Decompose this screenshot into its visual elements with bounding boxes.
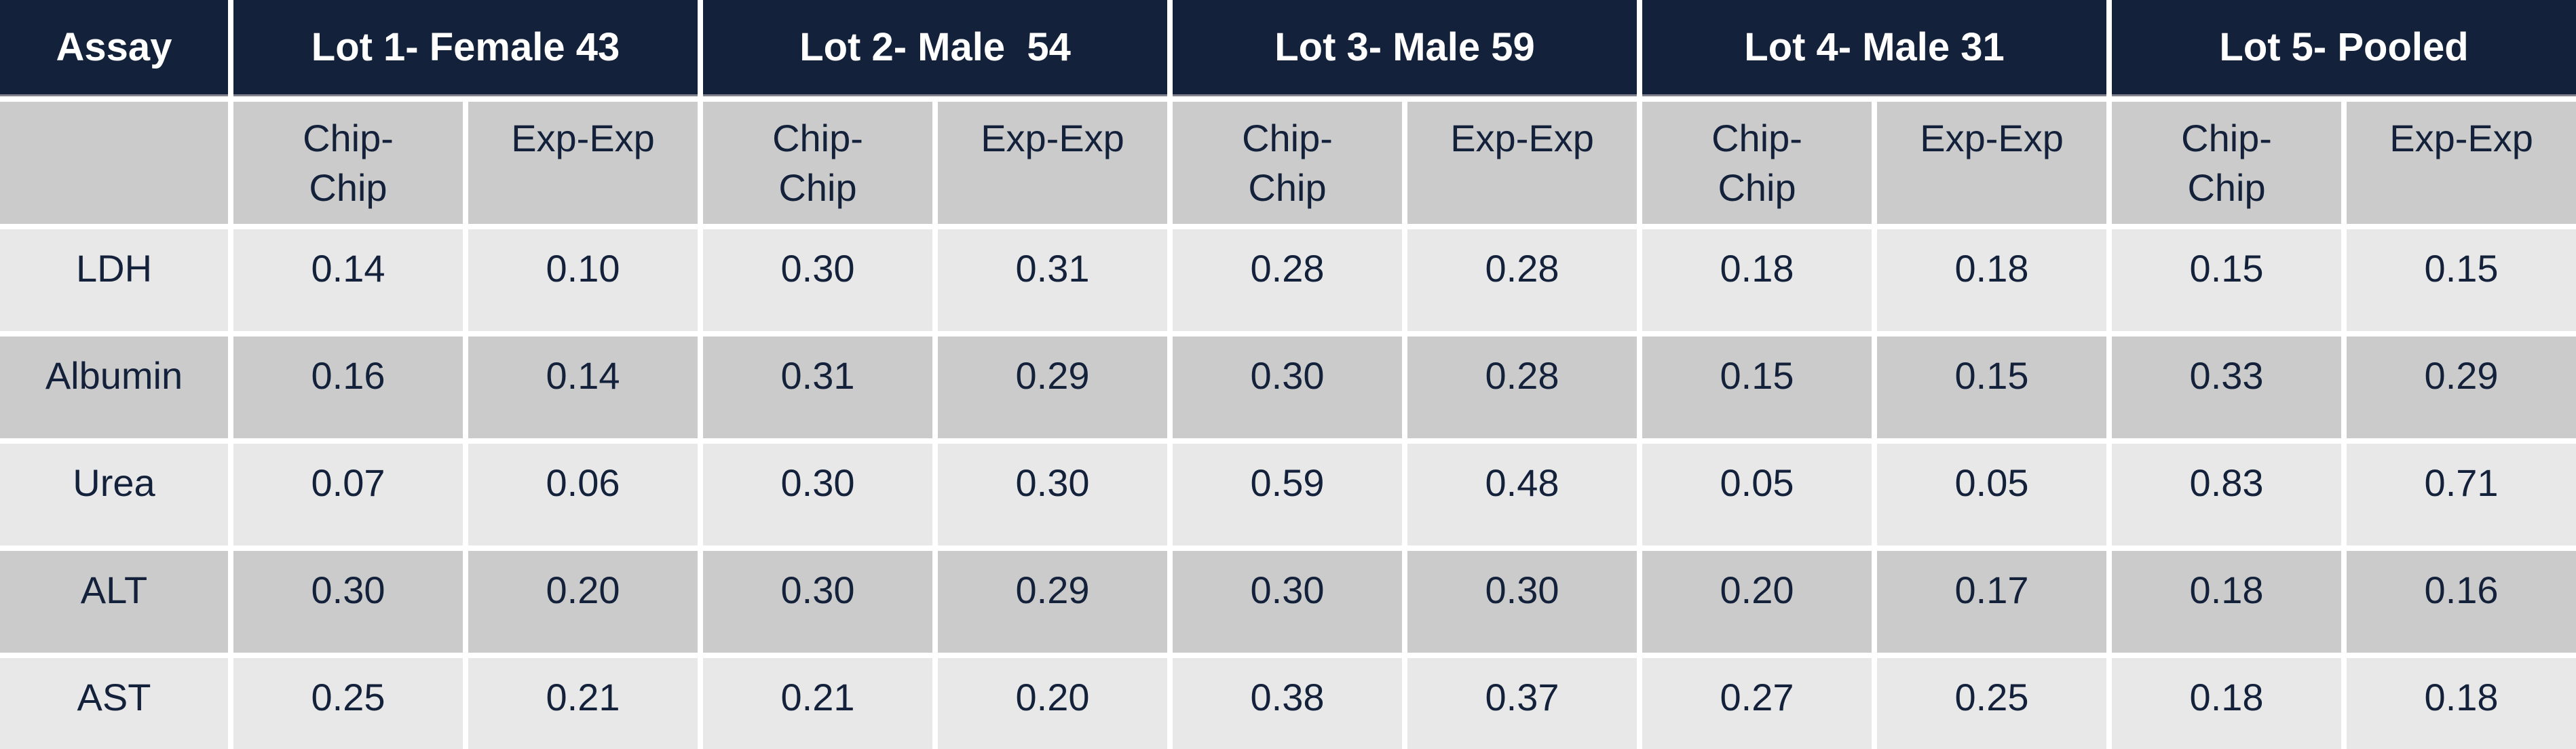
value-cell: 0.33 — [2112, 337, 2342, 438]
value-cell: 0.31 — [938, 229, 1168, 331]
value-cell: 0.28 — [1173, 229, 1403, 331]
lot-4-header: Lot 4- Male 31 — [1642, 0, 2107, 96]
table-row-ast: AST 0.25 0.21 0.21 0.20 0.38 0.37 0.27 0… — [0, 658, 2576, 749]
value-cell: 0.15 — [1642, 337, 1872, 438]
assay-label: Albumin — [0, 337, 228, 438]
value-cell: 0.15 — [2112, 229, 2342, 331]
value-cell: 0.15 — [2347, 229, 2576, 331]
value-cell: 0.37 — [1407, 658, 1637, 749]
table-row-urea: Urea 0.07 0.06 0.30 0.30 0.59 0.48 0.05 … — [0, 444, 2576, 545]
value-cell: 0.21 — [468, 658, 698, 749]
value-cell: 0.18 — [2347, 658, 2576, 749]
subheader-empty-cell — [0, 102, 228, 224]
value-cell: 0.14 — [468, 337, 698, 438]
value-cell: 0.16 — [2347, 551, 2576, 653]
value-cell: 0.25 — [1877, 658, 2107, 749]
value-cell: 0.10 — [468, 229, 698, 331]
subheader-chip-chip: Chip-Chip — [703, 102, 933, 224]
subheader-exp-exp: Exp-Exp — [1407, 102, 1637, 224]
value-cell: 0.30 — [938, 444, 1168, 545]
subheader-exp-exp: Exp-Exp — [2347, 102, 2576, 224]
subheader-chip-chip: Chip-Chip — [1642, 102, 1872, 224]
subheader-chip-chip: Chip-Chip — [233, 102, 463, 224]
assay-label: LDH — [0, 229, 228, 331]
value-cell: 0.30 — [703, 229, 933, 331]
value-cell: 0.18 — [2112, 658, 2342, 749]
lot-5-header: Lot 5- Pooled — [2112, 0, 2576, 96]
assay-label: AST — [0, 658, 228, 749]
subheader-exp-exp: Exp-Exp — [1877, 102, 2107, 224]
value-cell: 0.30 — [1173, 551, 1403, 653]
value-cell: 0.20 — [938, 658, 1168, 749]
value-cell: 0.17 — [1877, 551, 2107, 653]
value-cell: 0.30 — [1173, 337, 1403, 438]
value-cell: 0.29 — [938, 337, 1168, 438]
value-cell: 0.18 — [1877, 229, 2107, 331]
value-cell: 0.30 — [1407, 551, 1637, 653]
value-cell: 0.25 — [233, 658, 463, 749]
value-cell: 0.29 — [2347, 337, 2576, 438]
value-cell: 0.83 — [2112, 444, 2342, 545]
value-cell: 0.18 — [2112, 551, 2342, 653]
value-cell: 0.07 — [233, 444, 463, 545]
value-cell: 0.29 — [938, 551, 1168, 653]
value-cell: 0.30 — [233, 551, 463, 653]
value-cell: 0.05 — [1642, 444, 1872, 545]
value-cell: 0.14 — [233, 229, 463, 331]
value-cell: 0.28 — [1407, 229, 1637, 331]
value-cell: 0.30 — [703, 551, 933, 653]
value-cell: 0.59 — [1173, 444, 1403, 545]
value-cell: 0.30 — [703, 444, 933, 545]
subheader-chip-chip: Chip-Chip — [1173, 102, 1403, 224]
value-cell: 0.48 — [1407, 444, 1637, 545]
lot-header-row: Assay Lot 1- Female 43 Lot 2- Male 54 Lo… — [0, 0, 2576, 96]
lot-1-header: Lot 1- Female 43 — [233, 0, 698, 96]
subheader-chip-chip: Chip-Chip — [2112, 102, 2342, 224]
value-cell: 0.20 — [468, 551, 698, 653]
value-cell: 0.27 — [1642, 658, 1872, 749]
value-cell: 0.18 — [1642, 229, 1872, 331]
value-cell: 0.16 — [233, 337, 463, 438]
value-cell: 0.05 — [1877, 444, 2107, 545]
subheader-exp-exp: Exp-Exp — [468, 102, 698, 224]
value-cell: 0.38 — [1173, 658, 1403, 749]
assay-label: ALT — [0, 551, 228, 653]
table-row-alt: ALT 0.30 0.20 0.30 0.29 0.30 0.30 0.20 0… — [0, 551, 2576, 653]
value-cell: 0.15 — [1877, 337, 2107, 438]
table-row-albumin: Albumin 0.16 0.14 0.31 0.29 0.30 0.28 0.… — [0, 337, 2576, 438]
assay-label: Urea — [0, 444, 228, 545]
assay-column-header: Assay — [0, 0, 228, 96]
table-row-ldh: LDH 0.14 0.10 0.30 0.31 0.28 0.28 0.18 0… — [0, 229, 2576, 331]
value-cell: 0.31 — [703, 337, 933, 438]
subheader-exp-exp: Exp-Exp — [938, 102, 1168, 224]
value-cell: 0.21 — [703, 658, 933, 749]
value-cell: 0.20 — [1642, 551, 1872, 653]
subheader-row: Chip-Chip Exp-Exp Chip-Chip Exp-Exp Chip… — [0, 102, 2576, 224]
value-cell: 0.06 — [468, 444, 698, 545]
lot-3-header: Lot 3- Male 59 — [1173, 0, 1637, 96]
lot-2-header: Lot 2- Male 54 — [703, 0, 1168, 96]
value-cell: 0.71 — [2347, 444, 2576, 545]
value-cell: 0.28 — [1407, 337, 1637, 438]
